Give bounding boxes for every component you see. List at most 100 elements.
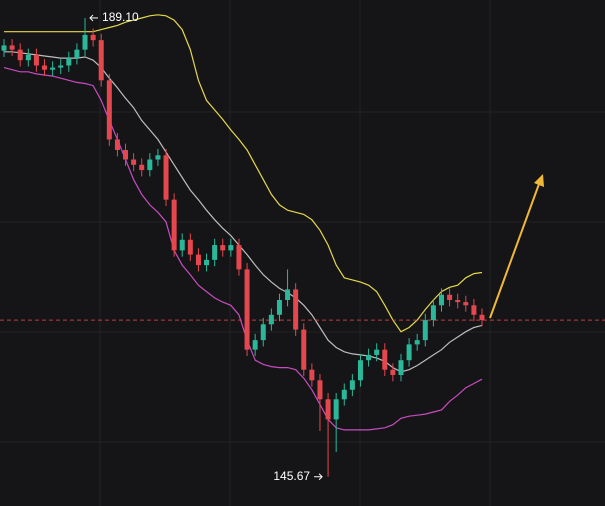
candle bbox=[260, 317, 266, 347]
candle-body bbox=[463, 302, 469, 306]
candle-body bbox=[25, 54, 31, 61]
candle bbox=[228, 238, 234, 257]
candle bbox=[333, 392, 339, 453]
candle-body bbox=[422, 320, 428, 341]
candle bbox=[422, 313, 428, 347]
candle bbox=[204, 253, 210, 272]
candle-body bbox=[268, 314, 274, 325]
candle bbox=[74, 43, 80, 65]
candle-body bbox=[163, 155, 169, 200]
candle bbox=[293, 283, 299, 336]
candle-body bbox=[50, 67, 56, 70]
candle-body bbox=[276, 300, 282, 315]
candle bbox=[42, 59, 48, 77]
candle bbox=[58, 59, 64, 74]
low-label: 145.67 bbox=[273, 469, 310, 483]
candle bbox=[171, 193, 177, 257]
candle-body bbox=[90, 34, 96, 41]
candle-body bbox=[1, 45, 7, 51]
candle-body bbox=[33, 54, 39, 66]
candle-body bbox=[114, 139, 120, 151]
candle-body bbox=[357, 360, 363, 381]
candle-body bbox=[430, 305, 436, 321]
candle bbox=[349, 373, 355, 397]
candle bbox=[17, 43, 23, 67]
candle-body bbox=[195, 254, 201, 266]
candle-body bbox=[66, 58, 72, 66]
candle-body bbox=[220, 245, 226, 251]
candle bbox=[438, 288, 444, 312]
candle bbox=[374, 343, 380, 362]
candle-body bbox=[236, 245, 242, 270]
candle bbox=[341, 383, 347, 406]
candle bbox=[139, 158, 145, 177]
low-arrow-head bbox=[318, 473, 323, 481]
candle-body bbox=[479, 314, 485, 321]
candle-body bbox=[438, 294, 444, 306]
candle bbox=[252, 333, 258, 356]
candle bbox=[131, 153, 137, 172]
candle bbox=[357, 353, 363, 387]
band-line bbox=[3, 67, 483, 431]
candle bbox=[285, 269, 291, 307]
candle-body bbox=[309, 369, 315, 381]
candle-body bbox=[471, 305, 477, 315]
candle-body bbox=[293, 289, 299, 330]
candle-body bbox=[382, 349, 388, 370]
candle bbox=[98, 33, 104, 87]
candle-body bbox=[228, 245, 234, 251]
candle bbox=[382, 343, 388, 377]
candle-body bbox=[147, 159, 153, 171]
candle-body bbox=[260, 324, 266, 341]
candle bbox=[406, 338, 412, 367]
candle-body bbox=[252, 340, 258, 350]
candle-body bbox=[341, 389, 347, 400]
candle-body bbox=[98, 40, 104, 81]
candle bbox=[276, 293, 282, 322]
candle bbox=[82, 17, 88, 56]
band-line bbox=[4, 14, 483, 333]
candle bbox=[309, 363, 315, 387]
candle bbox=[114, 133, 120, 157]
candle bbox=[447, 288, 453, 307]
candle bbox=[366, 348, 372, 367]
candle bbox=[463, 295, 469, 312]
candle bbox=[9, 39, 15, 56]
candle bbox=[479, 308, 485, 327]
candle-body bbox=[301, 329, 307, 370]
candle bbox=[244, 263, 250, 356]
candle bbox=[236, 238, 242, 276]
candle bbox=[414, 333, 420, 351]
arrow-line bbox=[489, 183, 540, 319]
candle bbox=[301, 323, 307, 377]
candle-body bbox=[42, 65, 48, 70]
candle bbox=[430, 298, 436, 327]
candle bbox=[179, 233, 185, 257]
candle-body bbox=[390, 369, 396, 376]
candle-body bbox=[366, 354, 372, 361]
arrow-head bbox=[534, 174, 544, 187]
candle-body bbox=[155, 155, 161, 160]
candle-body bbox=[455, 300, 461, 303]
candle bbox=[195, 248, 201, 272]
candle bbox=[147, 153, 153, 177]
candle bbox=[471, 298, 477, 322]
candle-body bbox=[58, 65, 64, 68]
candle-body bbox=[212, 245, 218, 260]
candle-body bbox=[179, 239, 185, 251]
candle-body bbox=[82, 34, 88, 50]
high-label: 189.10 bbox=[102, 10, 139, 24]
candle bbox=[163, 148, 169, 206]
candle bbox=[398, 353, 404, 382]
candle-body bbox=[325, 399, 331, 420]
candle bbox=[455, 293, 461, 309]
candle bbox=[220, 238, 226, 257]
candle bbox=[268, 308, 274, 331]
candle-body bbox=[285, 289, 291, 301]
candle-body bbox=[131, 159, 137, 165]
candle bbox=[66, 51, 72, 72]
candle-body bbox=[204, 259, 210, 266]
candle-body bbox=[244, 269, 250, 350]
candle bbox=[390, 363, 396, 382]
